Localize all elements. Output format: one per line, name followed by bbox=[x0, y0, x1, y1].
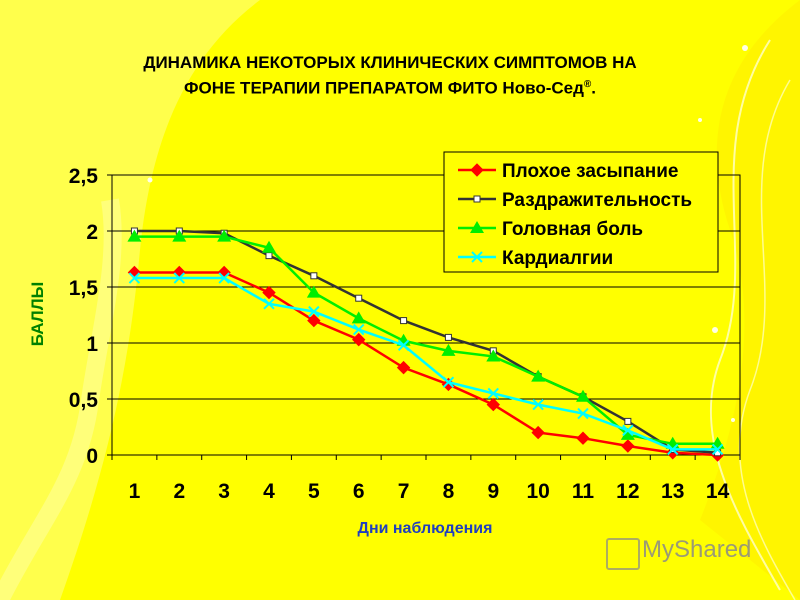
data-point bbox=[576, 431, 590, 445]
watermark-logo-icon bbox=[606, 538, 640, 570]
y-tick-label: 0 bbox=[86, 445, 98, 468]
x-tick-label: 10 bbox=[526, 480, 549, 503]
data-point bbox=[441, 343, 456, 356]
x-tick-label: 4 bbox=[263, 480, 275, 503]
data-point bbox=[620, 427, 635, 440]
data-point bbox=[308, 305, 320, 318]
legend-box bbox=[443, 151, 719, 273]
data-point bbox=[310, 272, 318, 280]
chart-title: ДИНАМИКА НЕКОТОРЫХ КЛИНИЧЕСКИХ СИМПТОМОВ… bbox=[20, 52, 760, 100]
data-point bbox=[486, 349, 501, 362]
x-axis-label: Дни наблюдения bbox=[358, 520, 493, 537]
data-point bbox=[444, 333, 452, 341]
watermark: MyShared bbox=[642, 536, 751, 564]
data-point bbox=[711, 443, 724, 456]
x-tick-label: 8 bbox=[443, 480, 455, 503]
series-line bbox=[134, 229, 718, 455]
data-point bbox=[265, 252, 273, 260]
x-tick-label: 3 bbox=[218, 480, 230, 503]
legend-label: Плохое засыпание bbox=[502, 161, 678, 182]
data-point bbox=[667, 443, 679, 456]
legend-marker bbox=[470, 163, 484, 177]
legend-label: Раздражительность bbox=[502, 190, 692, 211]
data-point bbox=[622, 424, 634, 437]
data-point bbox=[218, 272, 230, 284]
chart-title-line2: ФОНЕ ТЕРАПИИ ПРЕПАРАТОМ ФИТО Ново-Сед®. bbox=[20, 74, 760, 100]
data-point bbox=[400, 317, 408, 325]
data-point bbox=[307, 313, 321, 328]
watermark-text: MyShared bbox=[642, 536, 752, 563]
data-point bbox=[486, 397, 500, 412]
chart-title-line2-text: ФОНЕ ТЕРАПИИ ПРЕПАРАТОМ ФИТО Ново-Сед bbox=[183, 78, 584, 98]
legend-label: Кардиалгии bbox=[502, 248, 613, 269]
data-point bbox=[355, 294, 363, 302]
x-tick-label: 2 bbox=[173, 480, 185, 503]
data-point bbox=[531, 425, 545, 440]
series-line bbox=[134, 276, 718, 451]
x-tick-label: 7 bbox=[398, 480, 410, 503]
data-point bbox=[576, 389, 590, 402]
y-axis-label: БАЛЛЫ bbox=[28, 282, 47, 347]
series-line bbox=[134, 271, 718, 457]
data-point bbox=[217, 229, 232, 242]
x-tick-label: 9 bbox=[487, 480, 499, 503]
data-point bbox=[263, 298, 275, 310]
data-point bbox=[397, 339, 410, 351]
x-tick-label: 11 bbox=[572, 480, 595, 503]
chart-title-line1: ДИНАМИКА НЕКОТОРЫХ КЛИНИЧЕСКИХ СИМПТОМОВ… bbox=[143, 53, 637, 72]
data-point bbox=[532, 398, 544, 411]
data-point bbox=[173, 272, 185, 284]
data-point bbox=[577, 407, 589, 420]
data-point bbox=[353, 323, 365, 336]
data-point bbox=[128, 272, 141, 284]
data-point bbox=[351, 311, 366, 324]
legend-label: Головная боль bbox=[502, 219, 643, 240]
data-point bbox=[531, 369, 546, 382]
legend-marker bbox=[473, 195, 481, 203]
chart-title-line2-end: . bbox=[591, 78, 596, 98]
data-point bbox=[442, 376, 455, 388]
y-tick-label: 2,5 bbox=[69, 165, 99, 188]
data-point bbox=[172, 229, 187, 242]
data-point bbox=[262, 240, 276, 253]
data-point bbox=[352, 332, 366, 347]
y-tick-label: 2 bbox=[86, 221, 98, 244]
registered-mark: ® bbox=[583, 79, 592, 90]
data-point bbox=[396, 360, 411, 375]
y-tick-label: 1,5 bbox=[69, 277, 99, 300]
y-tick-label: 1 bbox=[86, 333, 98, 356]
x-tick-label: 5 bbox=[308, 480, 320, 503]
data-point bbox=[262, 285, 276, 300]
y-tick-label: 0,5 bbox=[69, 389, 99, 412]
x-tick-label: 13 bbox=[661, 480, 684, 503]
data-point bbox=[624, 417, 632, 425]
x-tick-label: 6 bbox=[353, 480, 365, 503]
data-point bbox=[621, 439, 635, 453]
legend-marker bbox=[471, 251, 483, 263]
data-point bbox=[306, 285, 321, 298]
x-tick-label: 12 bbox=[616, 480, 639, 503]
x-tick-label: 14 bbox=[706, 480, 730, 503]
legend-marker bbox=[470, 221, 484, 233]
x-tick-label: 1 bbox=[129, 480, 141, 503]
data-point bbox=[487, 387, 499, 400]
data-point bbox=[127, 229, 142, 242]
